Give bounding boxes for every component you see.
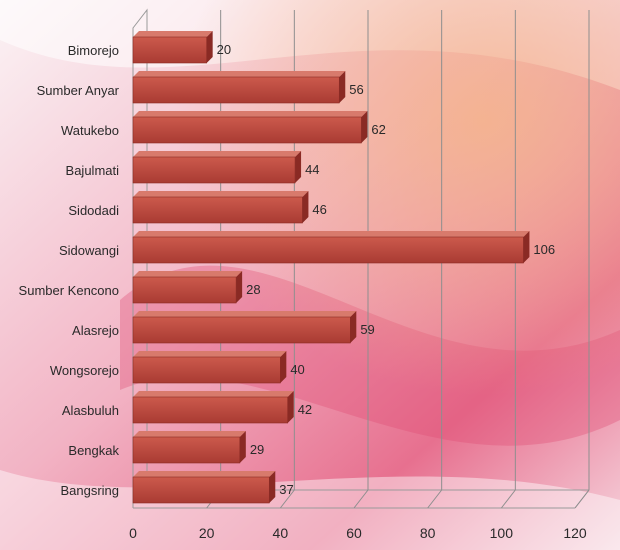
bar-front-face	[132, 236, 524, 264]
bar	[132, 111, 368, 144]
bar-top-face	[133, 71, 346, 77]
x-tick-label: 0	[129, 525, 137, 541]
bar	[132, 311, 357, 344]
value-label: 37	[279, 482, 293, 497]
category-label: Sidowangi	[59, 243, 119, 258]
gridline-floor	[574, 489, 590, 509]
bar-side-face	[295, 151, 302, 183]
bar-front-face	[132, 116, 362, 144]
category-label: Bimorejo	[68, 43, 119, 58]
x-tick-labels: 0 20 40 60 80 100 120	[129, 525, 587, 541]
x-tick-label: 120	[563, 525, 587, 541]
bar	[132, 471, 276, 504]
gridline-floor	[353, 489, 369, 509]
bar-top-face	[133, 431, 246, 437]
bar-front-face	[132, 476, 270, 504]
value-label: 42	[298, 402, 312, 417]
value-label: 59	[360, 322, 374, 337]
value-label: 62	[371, 122, 385, 137]
bar-front-face	[132, 196, 303, 224]
bar-top-face	[133, 191, 309, 197]
category-label: Bengkak	[68, 443, 119, 458]
bar-side-face	[206, 31, 213, 63]
category-label: Watukebo	[61, 123, 119, 138]
bar-side-face	[287, 391, 294, 423]
bar-front-face	[132, 276, 237, 304]
category-label: Sumber Kencono	[19, 283, 119, 298]
bar	[132, 431, 246, 464]
gridline-floor	[279, 489, 295, 509]
bar-side-face	[361, 111, 368, 143]
bar-side-face	[302, 191, 309, 223]
bar	[132, 231, 530, 264]
bars	[132, 31, 530, 504]
bar	[132, 31, 213, 64]
value-labels: 20 56 62 44 46 106 28 59 40 42 29 37	[217, 42, 555, 497]
value-label: 106	[533, 242, 555, 257]
bar-top-face	[133, 391, 294, 397]
gridline-floor	[500, 489, 516, 509]
value-label: 28	[246, 282, 260, 297]
bar-top-face	[133, 351, 287, 357]
bar-front-face	[132, 356, 281, 384]
value-label: 46	[312, 202, 326, 217]
bar-front-face	[132, 76, 340, 104]
bar-side-face	[239, 431, 246, 463]
bar	[132, 191, 309, 224]
x-tick-label: 80	[420, 525, 436, 541]
category-label: Bajulmati	[66, 163, 120, 178]
bar-top-face	[133, 231, 530, 237]
bar-top-face	[133, 31, 213, 37]
category-label: Alasbuluh	[62, 403, 119, 418]
category-label: Alasrejo	[72, 323, 119, 338]
bar-side-face	[523, 231, 530, 263]
category-label: Sidodadi	[68, 203, 119, 218]
bar-side-face	[280, 351, 287, 383]
bar	[132, 351, 287, 384]
bar-front-face	[132, 436, 241, 464]
category-label: Sumber Anyar	[37, 83, 120, 98]
bar-top-face	[133, 471, 276, 477]
bar-front-face	[132, 156, 296, 184]
bar	[132, 151, 302, 184]
value-label: 44	[305, 162, 319, 177]
bar	[132, 271, 243, 304]
bar-side-face	[236, 271, 243, 303]
value-label: 20	[217, 42, 231, 57]
category-label: Wongsorejo	[50, 363, 119, 378]
bar-side-face	[339, 71, 346, 103]
bar-front-face	[132, 36, 207, 64]
bar-front-face	[132, 396, 288, 424]
bar-top-face	[133, 111, 368, 117]
bar-top-face	[133, 311, 357, 317]
bar-front-face	[132, 316, 351, 344]
bar	[132, 71, 346, 104]
category-label: Bangsring	[60, 483, 119, 498]
bar	[132, 391, 294, 424]
gridline-floor	[427, 489, 443, 509]
bar-side-face	[350, 311, 357, 343]
value-label: 40	[290, 362, 304, 377]
x-tick-label: 60	[346, 525, 362, 541]
x-tick-label: 20	[199, 525, 215, 541]
category-labels: Bimorejo Sumber Anyar Watukebo Bajulmati Sid…	[19, 43, 120, 498]
bar-top-face	[133, 271, 243, 277]
bar-top-face	[133, 151, 302, 157]
x-tick-label: 40	[273, 525, 289, 541]
bar-side-face	[269, 471, 276, 503]
value-label: 29	[250, 442, 264, 457]
value-label: 56	[349, 82, 363, 97]
x-tick-label: 100	[490, 525, 514, 541]
